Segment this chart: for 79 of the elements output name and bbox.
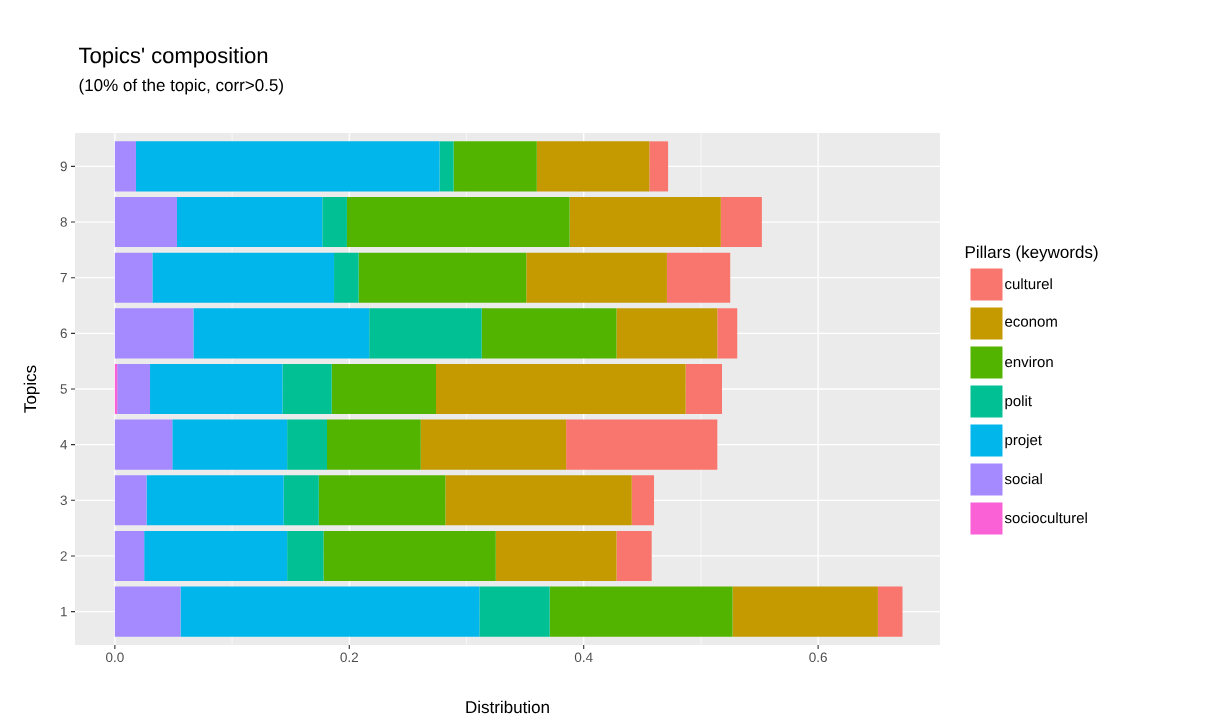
chart-title: Topics' composition [79,47,268,68]
bar [117,363,151,415]
bar [720,196,762,248]
bar [287,419,328,470]
bar [282,363,332,415]
bar [283,475,319,526]
bar [877,586,903,637]
y-tick-label: 7 [60,273,67,283]
bar [616,530,652,581]
bar [135,141,440,192]
legend-label: projet [1005,434,1042,449]
bar [732,586,878,637]
bar [323,530,496,581]
bar [649,141,669,192]
y-tick-label: 2 [60,551,67,561]
bar [146,475,284,526]
bar [445,475,632,526]
bar [114,141,136,192]
bar [439,141,454,192]
bar [322,196,347,248]
bar [150,363,283,415]
bar [331,363,437,415]
bar [526,252,667,303]
bar [369,308,482,359]
bar [616,308,718,359]
y-tick-label: 9 [60,161,67,172]
bar [495,530,617,581]
bar [114,586,181,637]
y-tick-label: 8 [60,217,67,227]
legend-label: social [1004,473,1042,485]
y-tick-label: 1 [61,606,67,617]
y-axis-title: Topics [23,365,40,413]
y-tick-label: 6 [60,328,67,339]
bar [287,530,324,581]
bar [114,308,194,359]
bar [114,475,147,526]
legend-label: polit [1005,395,1032,410]
y-tick-label: 5 [60,384,67,394]
bar [144,530,288,581]
bar [420,419,567,470]
bar [152,252,335,303]
legend-label: culturel [1005,278,1052,290]
bar [334,252,359,303]
bar [685,363,722,415]
bar [114,252,153,303]
bar [358,252,527,303]
bar [318,475,446,526]
bar [176,196,323,248]
bar [327,419,421,470]
x-tick-label: 0.0 [106,652,124,663]
y-tick-label: 3 [60,495,67,506]
x-axis-title: Distribution [466,700,549,714]
bar [453,141,537,192]
bar [193,308,370,359]
legend-label: econom [1005,318,1057,327]
bar [631,475,655,526]
bar [479,586,550,637]
bar [114,530,145,581]
x-tick-label: 0.2 [340,652,358,663]
legend-label: socioculturel [1004,512,1087,524]
bar [481,308,617,359]
legend-title: Pillars (keywords) [965,245,1098,262]
legend-label: environ [1005,356,1053,368]
x-tick-label: 0.6 [809,652,827,663]
bar [346,196,570,248]
bar [549,586,733,637]
bar [180,586,480,637]
bar [666,252,731,303]
x-tick-label: 0.4 [574,652,593,663]
bar [569,196,721,248]
bar [436,363,686,415]
y-tick-label: 4 [60,440,68,450]
bar [172,419,288,470]
chart-subtitle: (10% of the topic, corr>0.5) [79,78,283,95]
bar [717,308,738,359]
bar [114,196,177,248]
bar [536,141,650,192]
bar [566,419,718,470]
bar [114,419,173,470]
